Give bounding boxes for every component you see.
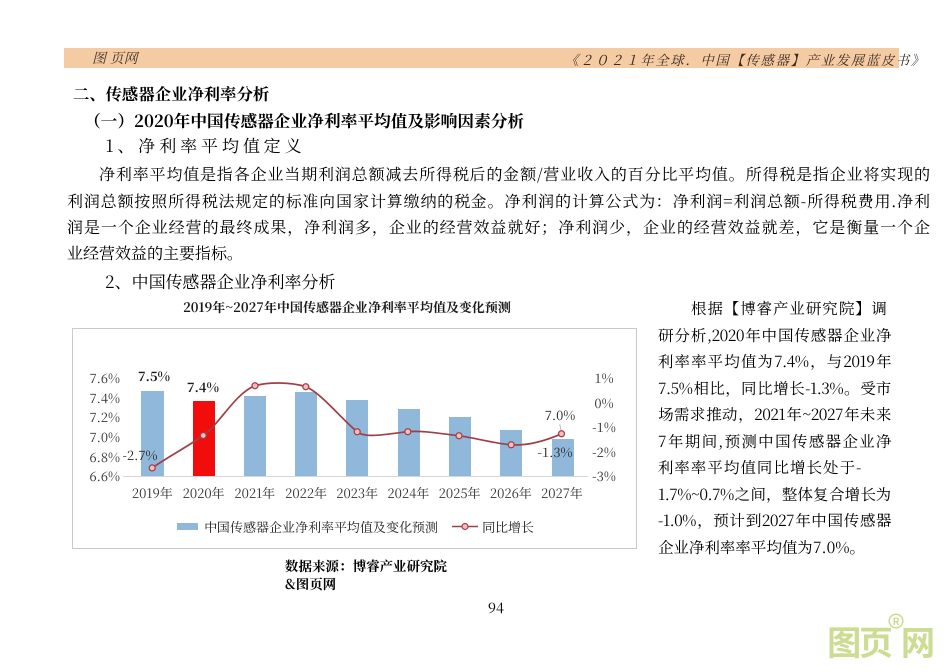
svg-text:R: R <box>893 613 900 628</box>
